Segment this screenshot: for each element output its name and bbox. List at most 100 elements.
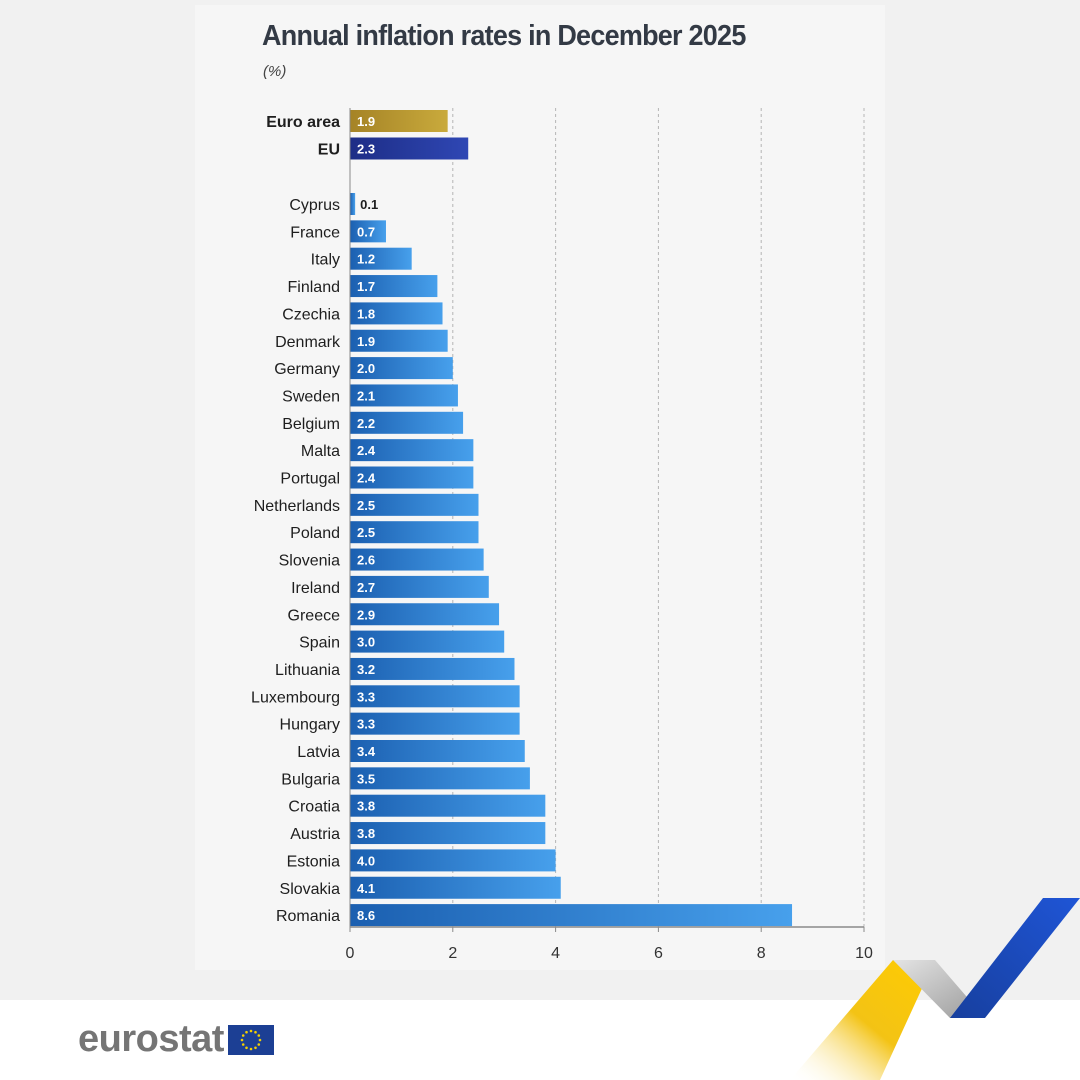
bar-ireland	[350, 575, 489, 598]
bar-belgium	[350, 411, 464, 434]
data-label: 3.0	[357, 635, 375, 650]
flag-star	[240, 1038, 244, 1042]
eurostat-logo: eurostat	[78, 1018, 274, 1060]
x-axis: 0 2 4 6 8 10	[346, 108, 873, 962]
flag-star	[258, 1038, 262, 1042]
bar-sweden	[350, 384, 458, 407]
bar-lithuania	[350, 657, 515, 680]
flag-star	[249, 1047, 253, 1051]
x-tick-label: 8	[757, 945, 766, 962]
category-label: Lithuania	[275, 662, 340, 679]
data-label: 1.9	[357, 334, 375, 349]
data-label: 3.4	[357, 744, 376, 759]
bar-poland	[350, 521, 479, 544]
category-label: Croatia	[288, 799, 340, 816]
data-label: 2.3	[357, 142, 375, 157]
bar-netherlands	[350, 493, 479, 516]
data-label: 3.3	[357, 689, 375, 704]
category-label: Luxembourg	[251, 689, 340, 706]
data-label: 3.8	[357, 826, 375, 841]
bar-portugal	[350, 466, 474, 489]
bar-denmark	[350, 329, 448, 352]
bar-euro-area	[350, 110, 448, 132]
bar-malta	[350, 439, 474, 462]
category-label: Spain	[299, 635, 340, 652]
data-label: 4.1	[357, 881, 375, 896]
x-tick-label: 6	[654, 945, 663, 962]
category-label: Austria	[290, 826, 340, 843]
data-label: 3.2	[357, 662, 375, 677]
bar-slovakia	[350, 876, 561, 899]
x-tick-label: 10	[855, 945, 873, 962]
bar-germany	[350, 357, 453, 380]
category-label: Denmark	[275, 334, 341, 351]
bar-eu	[350, 137, 469, 160]
flag-star	[254, 1046, 257, 1050]
flag-star	[249, 1029, 253, 1033]
category-label: Hungary	[280, 717, 340, 734]
bar-luxembourg	[350, 685, 520, 708]
category-label: Netherlands	[254, 498, 340, 515]
category-label: EU	[318, 142, 340, 159]
x-tick-label: 2	[448, 945, 457, 962]
category-label: Ireland	[291, 580, 340, 597]
category-label: Malta	[301, 443, 340, 460]
data-label: 2.7	[357, 580, 375, 595]
data-label: 0.1	[360, 197, 378, 212]
bar-slovenia	[350, 548, 484, 571]
category-label: Latvia	[297, 744, 340, 761]
category-label: Cyprus	[289, 197, 340, 214]
data-label: 0.7	[357, 224, 375, 239]
category-label: Greece	[288, 607, 341, 624]
bar-chart: Euro area 1.9 EU 2.3 Cyprus 0.1 France 0.7 Italy…	[251, 108, 873, 962]
bar-cyprus	[350, 193, 356, 215]
category-label: Czechia	[282, 306, 340, 323]
bar-bulgaria	[350, 767, 530, 790]
data-label: 3.3	[357, 717, 375, 732]
bar-latvia	[350, 740, 525, 762]
flag-star	[245, 1046, 248, 1050]
bar-estonia	[350, 849, 556, 872]
bar-austria	[350, 822, 546, 845]
bar-czechia	[350, 302, 443, 325]
chart-title: Annual inflation rates in December 2025	[262, 20, 746, 52]
bar-greece	[350, 603, 500, 626]
category-label: Germany	[274, 361, 340, 378]
data-label: 4.0	[357, 853, 375, 868]
data-label: 2.4	[357, 471, 376, 486]
data-label: 2.6	[357, 553, 375, 568]
x-tick-label: 0	[346, 945, 355, 962]
x-tick-label: 4	[551, 945, 560, 962]
data-label: 8.6	[357, 908, 375, 923]
category-label: Estonia	[287, 853, 340, 870]
data-label: 3.5	[357, 771, 375, 786]
bar-italy	[350, 247, 412, 270]
bar-croatia	[350, 794, 546, 817]
logo-text: eurostat	[78, 1017, 224, 1060]
category-label: Slovakia	[280, 881, 341, 898]
category-label: Finland	[288, 279, 340, 296]
eu-flag-icon	[227, 1025, 274, 1055]
category-label: Romania	[276, 908, 340, 925]
data-label: 1.7	[357, 279, 375, 294]
category-label: France	[290, 224, 340, 241]
category-label: Slovenia	[279, 553, 340, 570]
category-label: Belgium	[282, 416, 340, 433]
bar-france	[350, 220, 386, 243]
category-label: Sweden	[282, 388, 340, 405]
chart-unit: (%)	[263, 63, 287, 80]
category-label: Bulgaria	[281, 771, 340, 788]
bar-hungary	[350, 712, 520, 735]
data-label: 1.8	[357, 306, 375, 321]
category-label: Euro area	[266, 114, 340, 131]
gridlines	[452, 108, 865, 927]
data-label: 2.5	[357, 498, 375, 513]
data-label: 2.2	[357, 416, 375, 431]
data-label: 2.1	[357, 388, 375, 403]
bar-spain	[350, 630, 505, 653]
data-label: 2.0	[357, 361, 375, 376]
bars: Euro area 1.9 EU 2.3 Cyprus 0.1 France 0.7 Italy…	[251, 110, 793, 927]
bar-romania	[350, 904, 793, 927]
data-label: 1.2	[357, 252, 375, 267]
